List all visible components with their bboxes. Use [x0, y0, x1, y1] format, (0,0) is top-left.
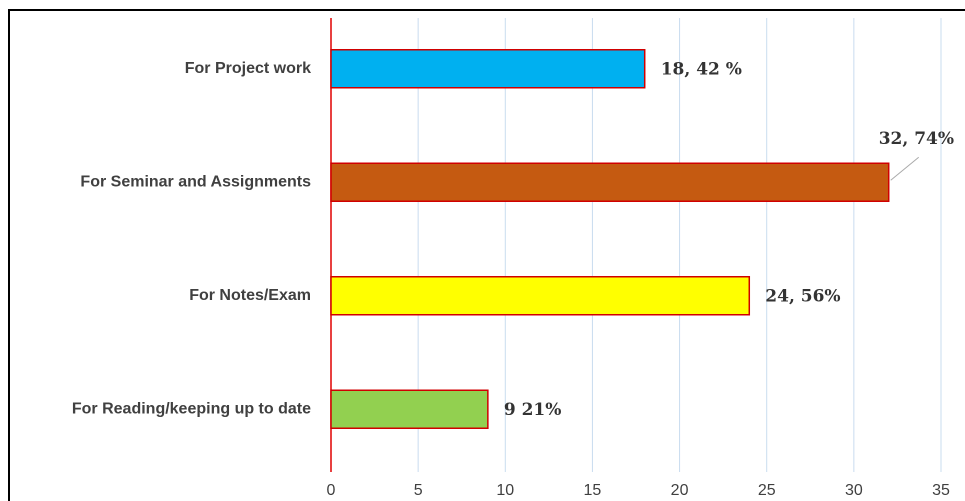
x-tick-label: 25 [758, 482, 776, 499]
x-tick-label: 30 [845, 482, 863, 499]
data-label: 18, 42 % [661, 59, 742, 79]
x-tick-label: 0 [327, 482, 336, 499]
x-tick-label: 15 [584, 482, 602, 499]
x-tick-label: 5 [414, 482, 423, 499]
y-tick-label: For Seminar and Assignments [80, 173, 311, 190]
x-tick-label: 35 [932, 482, 950, 499]
data-label: 24, 56% [765, 286, 840, 306]
x-tick-label: 20 [671, 482, 689, 499]
data-label: 9 21% [504, 400, 562, 420]
y-tick-label: For Reading/keeping up to date [72, 400, 311, 417]
bar [330, 162, 890, 202]
bar [330, 389, 489, 429]
bar [330, 49, 646, 89]
x-tick-label: 10 [496, 482, 514, 499]
y-tick-label: For Project work [185, 60, 311, 77]
bar [330, 276, 751, 316]
leader-line [890, 156, 920, 181]
frame [8, 9, 965, 501]
y-tick-label: For Notes/Exam [189, 287, 311, 304]
data-label: 32, 74% [879, 129, 954, 149]
